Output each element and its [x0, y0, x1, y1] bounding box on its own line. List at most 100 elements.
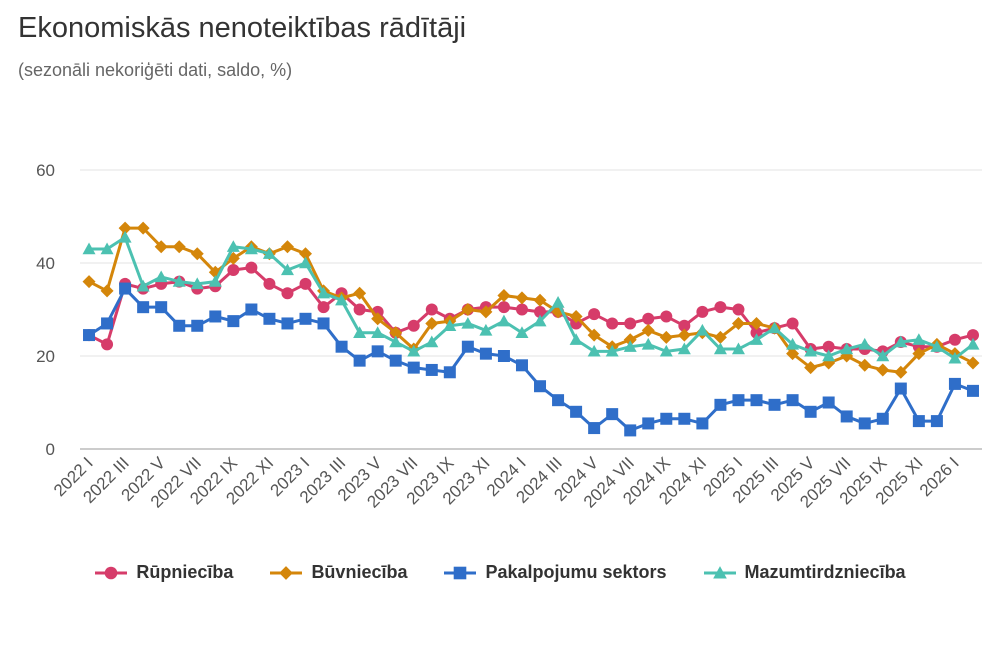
- data-point[interactable]: [750, 316, 763, 330]
- data-point[interactable]: [461, 340, 474, 353]
- data-point[interactable]: [624, 317, 637, 330]
- data-point[interactable]: [822, 396, 835, 409]
- data-point[interactable]: [407, 361, 420, 374]
- data-point[interactable]: [515, 303, 528, 316]
- data-point[interactable]: [713, 342, 727, 355]
- data-point[interactable]: [624, 424, 637, 437]
- data-point[interactable]: [443, 319, 457, 331]
- data-point[interactable]: [606, 317, 619, 330]
- data-point[interactable]: [172, 240, 186, 254]
- data-point[interactable]: [894, 382, 907, 395]
- data-point[interactable]: [335, 293, 349, 306]
- data-point[interactable]: [407, 319, 420, 332]
- data-point[interactable]: [479, 323, 493, 336]
- data-point[interactable]: [786, 337, 800, 350]
- data-point[interactable]: [280, 240, 294, 254]
- data-point[interactable]: [190, 247, 204, 261]
- data-point[interactable]: [804, 405, 817, 418]
- data-point[interactable]: [515, 291, 529, 305]
- data-point[interactable]: [443, 366, 456, 379]
- data-point[interactable]: [714, 398, 727, 411]
- data-point[interactable]: [371, 345, 384, 358]
- data-point[interactable]: [569, 309, 583, 323]
- data-point[interactable]: [696, 417, 709, 430]
- data-point[interactable]: [353, 303, 366, 316]
- data-point[interactable]: [425, 316, 439, 330]
- data-point[interactable]: [677, 328, 691, 342]
- data-point[interactable]: [461, 316, 475, 329]
- data-point[interactable]: [299, 312, 312, 325]
- data-point[interactable]: [515, 359, 528, 372]
- data-point[interactable]: [533, 314, 547, 327]
- data-point[interactable]: [262, 247, 276, 259]
- data-point[interactable]: [280, 263, 294, 276]
- data-point[interactable]: [497, 350, 510, 362]
- data-point[interactable]: [551, 296, 565, 308]
- data-point[interactable]: [353, 326, 367, 338]
- data-point[interactable]: [858, 337, 872, 350]
- data-point[interactable]: [894, 365, 908, 379]
- data-point[interactable]: [750, 394, 763, 407]
- data-point[interactable]: [966, 329, 979, 342]
- data-point[interactable]: [768, 398, 781, 411]
- data-point[interactable]: [118, 221, 132, 235]
- data-point[interactable]: [623, 333, 637, 347]
- data-point[interactable]: [425, 363, 438, 376]
- data-point[interactable]: [642, 312, 655, 325]
- data-point[interactable]: [822, 349, 836, 362]
- data-point[interactable]: [407, 344, 421, 357]
- data-point[interactable]: [154, 270, 168, 283]
- data-point[interactable]: [209, 310, 222, 323]
- data-point[interactable]: [244, 242, 258, 255]
- data-point[interactable]: [876, 349, 890, 362]
- data-point[interactable]: [82, 275, 96, 289]
- data-point[interactable]: [678, 319, 691, 332]
- data-point[interactable]: [912, 347, 926, 361]
- data-point[interactable]: [587, 344, 601, 357]
- data-point[interactable]: [317, 317, 330, 330]
- data-point[interactable]: [930, 340, 944, 352]
- data-point[interactable]: [425, 335, 439, 348]
- data-point[interactable]: [335, 340, 348, 353]
- data-point[interactable]: [786, 394, 799, 407]
- data-point[interactable]: [389, 354, 402, 367]
- data-point[interactable]: [912, 333, 926, 345]
- data-point[interactable]: [497, 301, 510, 314]
- data-point[interactable]: [281, 287, 294, 300]
- data-point[interactable]: [137, 301, 150, 314]
- data-point[interactable]: [678, 412, 691, 425]
- data-point[interactable]: [101, 338, 114, 351]
- data-point[interactable]: [552, 394, 565, 407]
- data-point[interactable]: [948, 333, 961, 346]
- legend-item-pakalpojumu-sektors[interactable]: Pakalpojumu sektors: [443, 562, 667, 583]
- data-point[interactable]: [804, 344, 818, 357]
- data-point[interactable]: [569, 333, 583, 345]
- data-point[interactable]: [317, 301, 330, 314]
- data-point[interactable]: [155, 301, 168, 314]
- data-point[interactable]: [966, 384, 979, 397]
- data-point[interactable]: [606, 408, 619, 421]
- data-point[interactable]: [281, 317, 294, 330]
- data-point[interactable]: [227, 315, 240, 328]
- data-point[interactable]: [948, 351, 962, 364]
- data-point[interactable]: [353, 286, 367, 300]
- data-point[interactable]: [299, 277, 312, 290]
- data-point[interactable]: [245, 261, 258, 274]
- data-point[interactable]: [245, 303, 258, 316]
- data-point[interactable]: [136, 279, 150, 292]
- data-point[interactable]: [515, 326, 529, 338]
- data-point[interactable]: [858, 417, 871, 430]
- legend-item-rupnieciba[interactable]: Rūpniecība: [94, 562, 233, 583]
- data-point[interactable]: [623, 340, 637, 352]
- data-point[interactable]: [100, 284, 114, 298]
- data-point[interactable]: [479, 347, 492, 360]
- data-point[interactable]: [966, 356, 980, 370]
- data-point[interactable]: [263, 277, 276, 290]
- data-point[interactable]: [768, 321, 782, 334]
- data-point[interactable]: [389, 326, 403, 340]
- data-point[interactable]: [858, 358, 872, 372]
- data-point[interactable]: [732, 394, 745, 407]
- data-point[interactable]: [353, 354, 366, 367]
- data-point[interactable]: [534, 305, 547, 318]
- data-point[interactable]: [172, 275, 186, 287]
